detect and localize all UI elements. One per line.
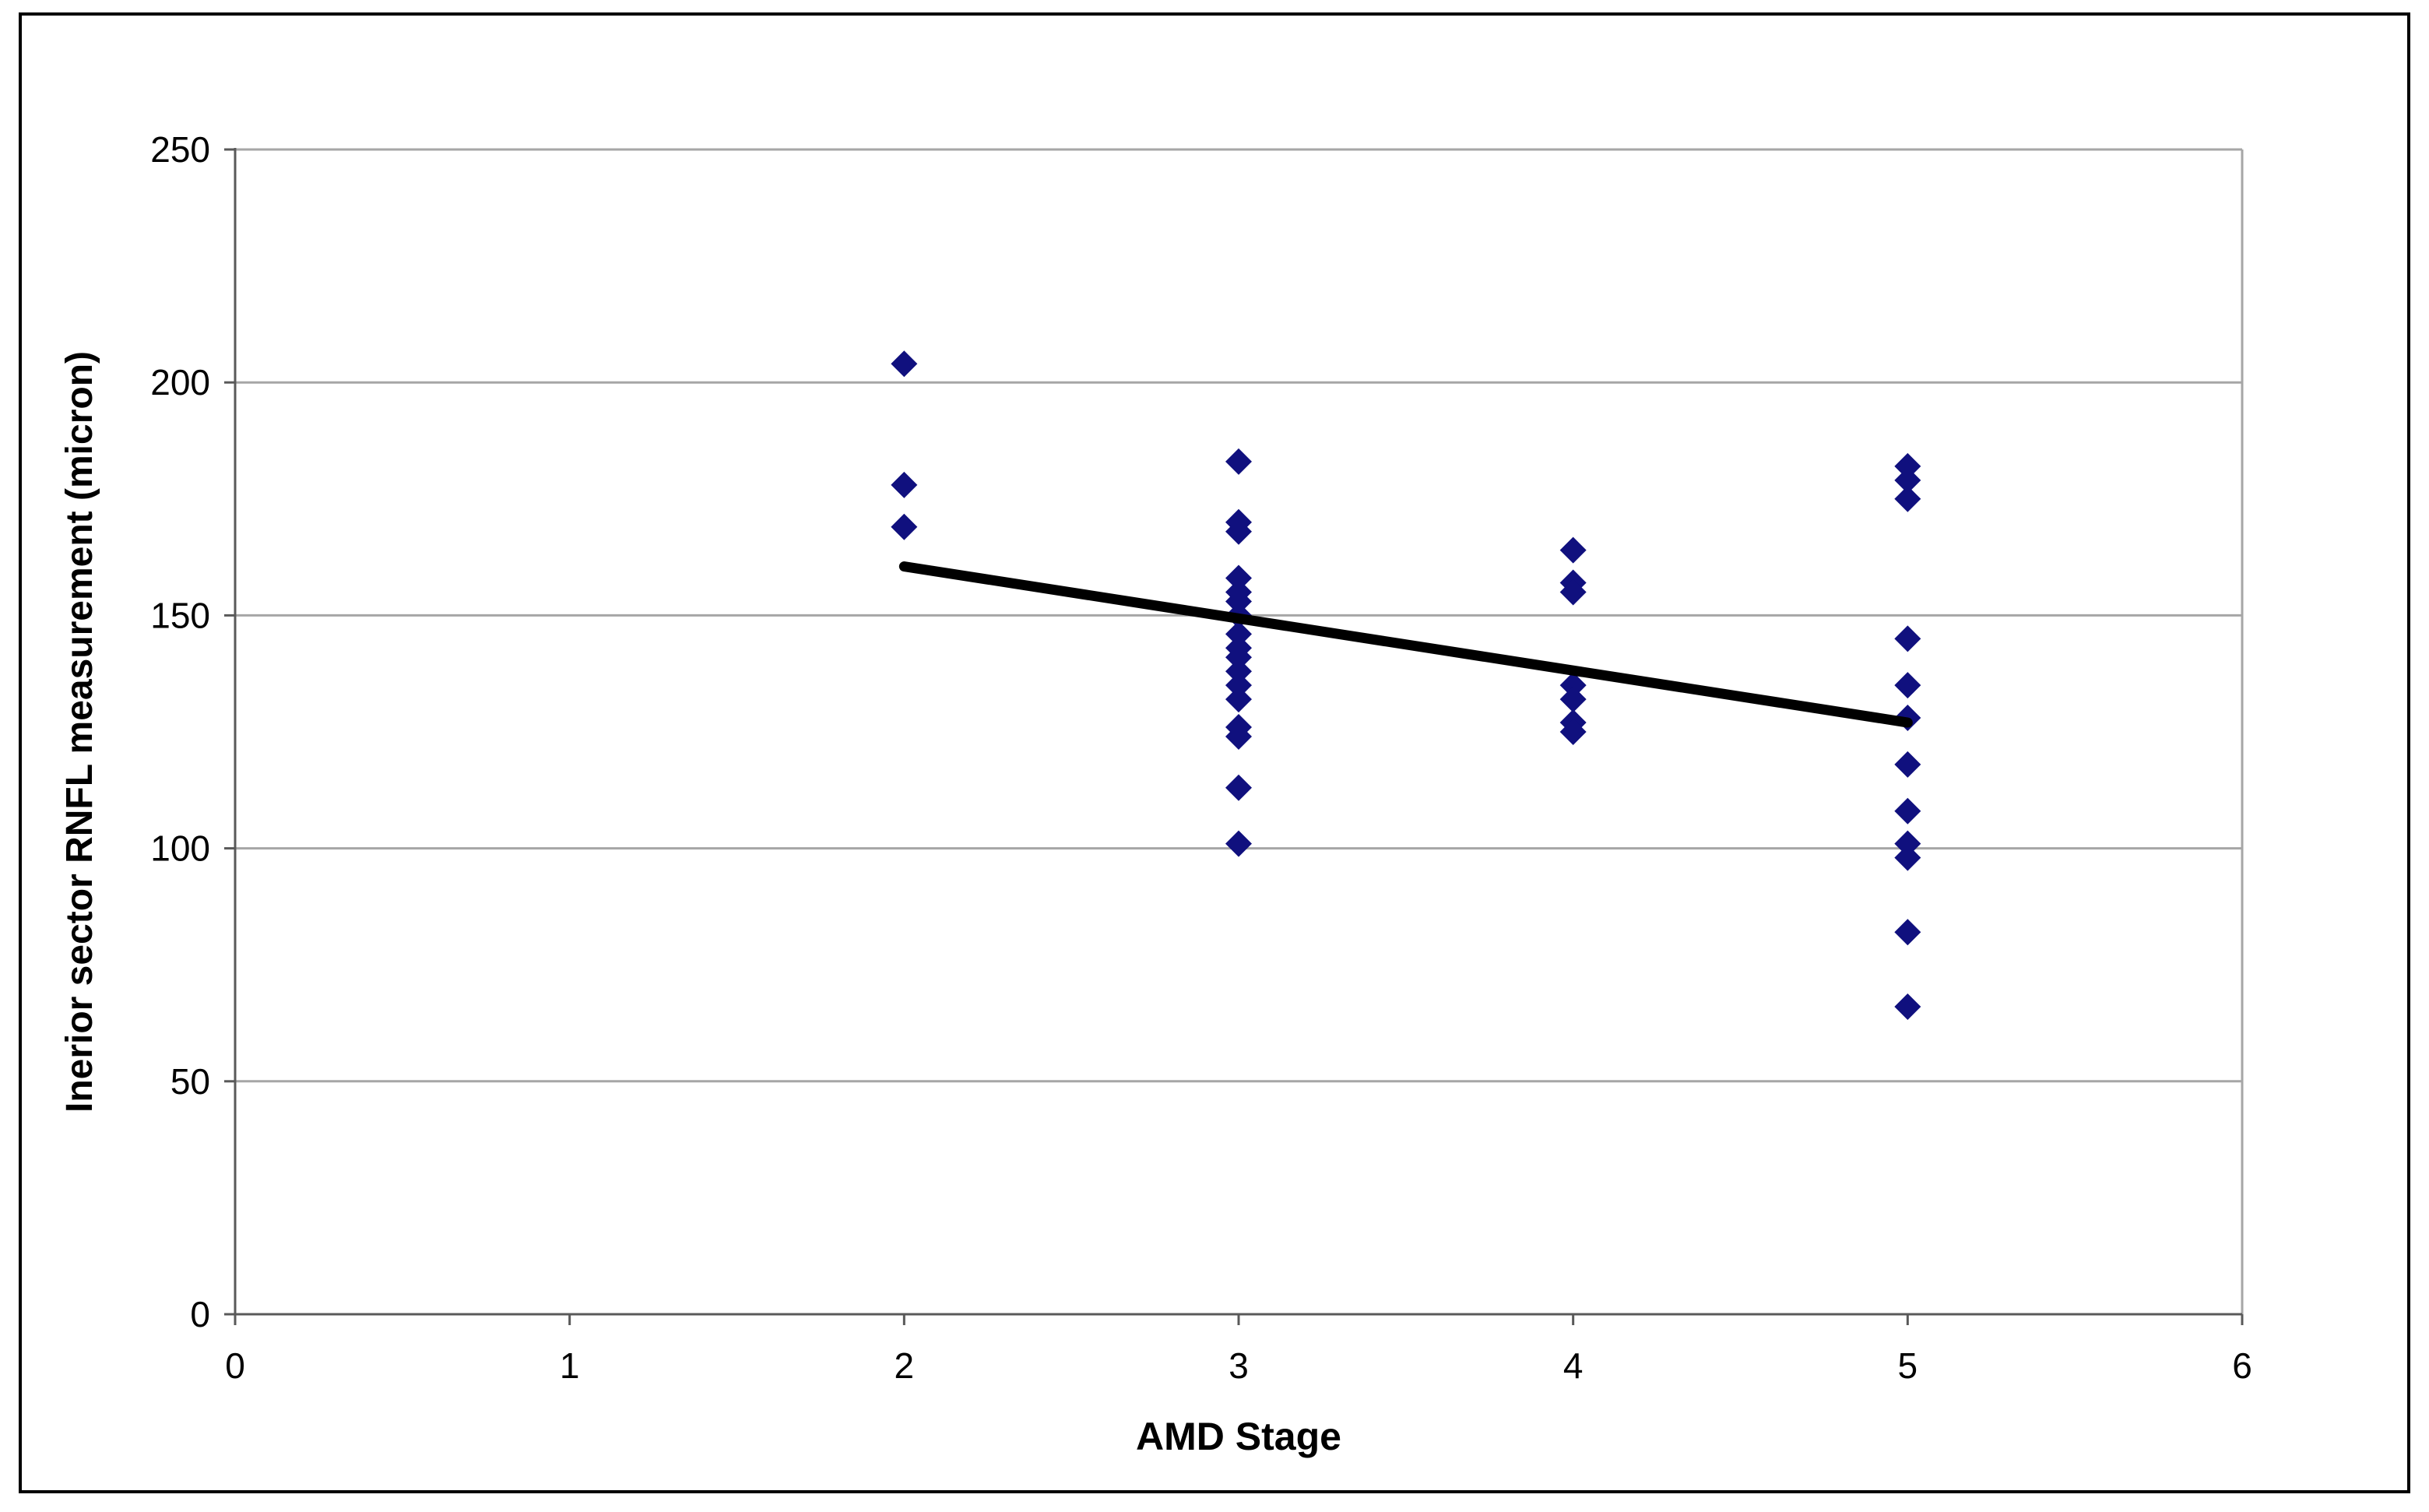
outer-border [19,12,2410,1493]
x-tick-label: 4 [1563,1345,1584,1386]
scatter-point [891,513,918,540]
scatter-point [1894,751,1921,778]
scatter-point [1225,723,1252,750]
scatter-point [1225,518,1252,545]
scatter-point [891,350,918,378]
scatter-point [1894,625,1921,652]
tick-labels: 0 50 100 150 200 250 0 1 2 3 4 5 6 [150,129,2252,1386]
scatter-point [1894,844,1921,871]
trend-line-segment [898,561,1913,728]
scatter-point [1225,621,1252,648]
x-tick-label: 3 [1229,1345,1249,1386]
scatter-point [1225,686,1252,713]
scatter-point [1225,672,1252,699]
scatter-point [1559,536,1587,564]
scatter-point [1894,797,1921,825]
scatter-point [1894,466,1921,494]
scatter-point [1559,672,1587,699]
x-tick-label: 1 [560,1345,580,1386]
scatter-point [1225,448,1252,475]
y-tick-label: 150 [150,595,210,635]
y-tick-label: 0 [190,1294,210,1334]
x-tick-label: 6 [2232,1345,2252,1386]
y-tick-label: 100 [150,828,210,869]
x-tick-label: 2 [895,1345,915,1386]
scatter-point [1894,830,1921,857]
scatter-point [1225,830,1252,857]
x-tick-label: 0 [225,1345,245,1386]
scatter-point [1225,644,1252,671]
x-axis-title: AMD Stage [1136,1415,1341,1458]
data-points [891,350,1921,1021]
y-axis-title: Inerior sector RNFL measurement (micron) [59,351,100,1113]
scatter-point [1559,719,1587,745]
x-tick-label: 5 [1898,1345,1918,1386]
scatter-point [1894,919,1921,946]
scatter-point [1894,485,1921,512]
y-tick-label: 200 [150,362,210,403]
scatter-point [1894,452,1921,480]
y-tick-label: 250 [150,129,210,170]
scatter-point [891,471,918,498]
scatter-point [1894,993,1921,1021]
tick-marks [224,148,2244,1325]
scatter-point [1225,658,1252,685]
scatter-point [1894,672,1921,699]
scatter-point [1225,774,1252,801]
scatter-point [1225,588,1252,615]
scatter-point [1559,578,1587,606]
scatter-point [1559,686,1587,713]
scatter-point [1225,564,1252,592]
trend-line [898,561,1913,728]
y-tick-label: 50 [170,1061,210,1102]
